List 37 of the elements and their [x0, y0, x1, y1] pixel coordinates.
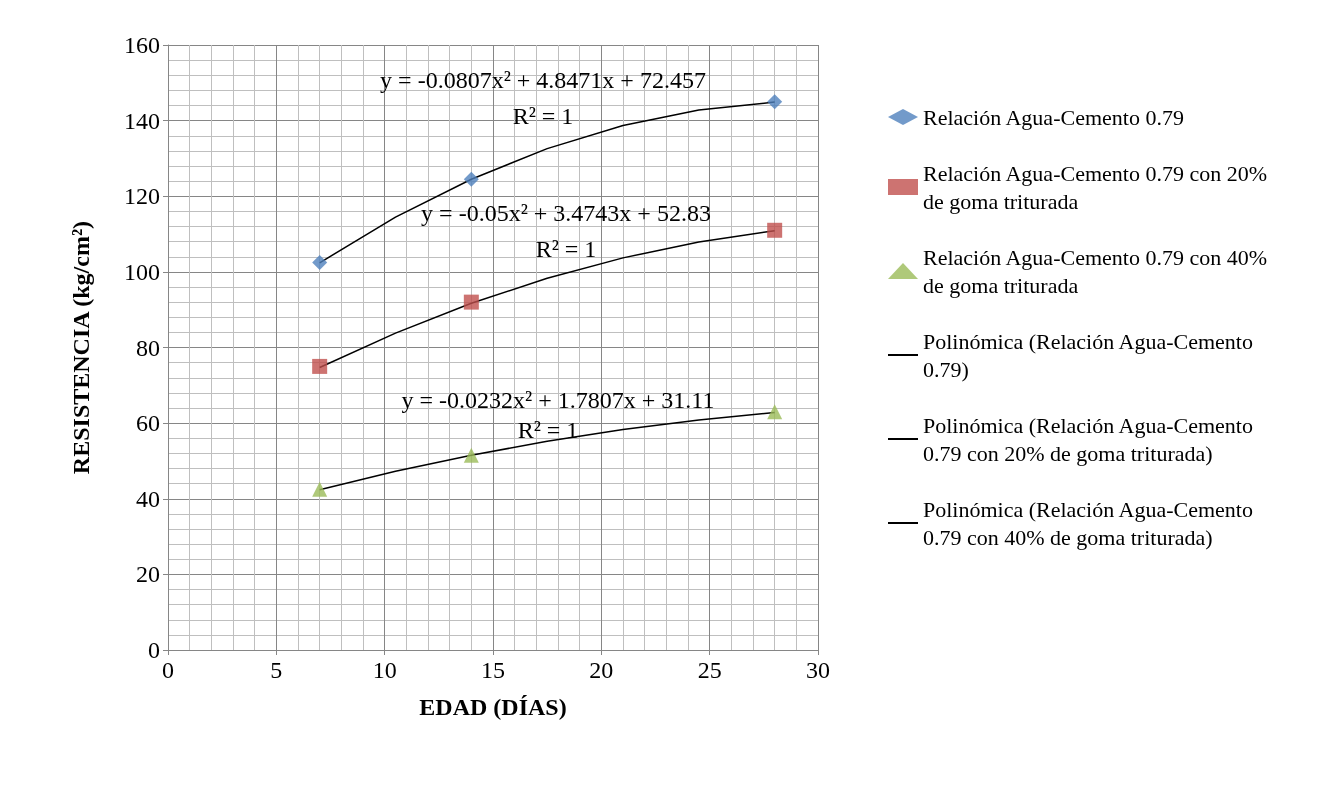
x-axis-title: EDAD (DÍAS) [419, 694, 567, 720]
point [312, 481, 328, 497]
point [312, 254, 328, 270]
y-axis-title: RESISTENCIA (kg/cm²) [68, 220, 94, 475]
y-tick-label: 40 [136, 485, 160, 512]
annotation: y = -0.0232x² + 1.7807x + 31.11 [401, 387, 715, 413]
point [463, 447, 479, 463]
legend-label: Polinómica (Relación Agua-Cemento 0.79 con 20% de goma triturada) [923, 412, 1259, 466]
y-tick-label: 20 [136, 561, 160, 588]
y-tick-label: 100 [124, 258, 160, 285]
legend-label: Relación Agua-Cemento 0.79 con 40% de goma triturada [923, 244, 1273, 298]
y-tick-label: 60 [136, 410, 160, 437]
x-tick-label: 25 [697, 657, 722, 683]
x-tick-label: 30 [806, 657, 830, 683]
legend-label: Relación Agua-Cemento 0.79 [923, 104, 1184, 130]
point [463, 171, 479, 187]
point [767, 94, 783, 110]
y-tick-label: 80 [136, 334, 160, 361]
point [312, 358, 328, 374]
x-tick-label: 10 [372, 657, 397, 683]
legend-label: Polinómica (Relación Agua-Cemento 0.79 con 40% de goma triturada) [923, 496, 1259, 550]
annotation: y = -0.0807x² + 4.8471x + 72.457 [380, 67, 706, 93]
x-tick-label: 5 [270, 657, 283, 683]
x-tick-label: 20 [589, 657, 614, 683]
point [767, 404, 783, 420]
y-tick-label: 140 [124, 107, 160, 134]
annotation: R² = 1 [512, 103, 574, 129]
annotation: y = -0.05x² + 3.4743x + 52.83 [421, 200, 711, 226]
y-tick-label: 120 [124, 183, 160, 210]
y-tick-label: 0 [148, 637, 160, 663]
annotation: R² = 1 [535, 236, 597, 262]
point [463, 294, 479, 310]
legend-label: Polinómica (Relación Agua-Cemento 0.79) [923, 328, 1259, 382]
legend-label: Relación Agua-Cemento 0.79 con 20% de goma triturada [923, 160, 1273, 214]
x-tick-label: 15 [481, 657, 505, 683]
y-tick-label: 160 [124, 32, 160, 58]
point [767, 222, 783, 238]
